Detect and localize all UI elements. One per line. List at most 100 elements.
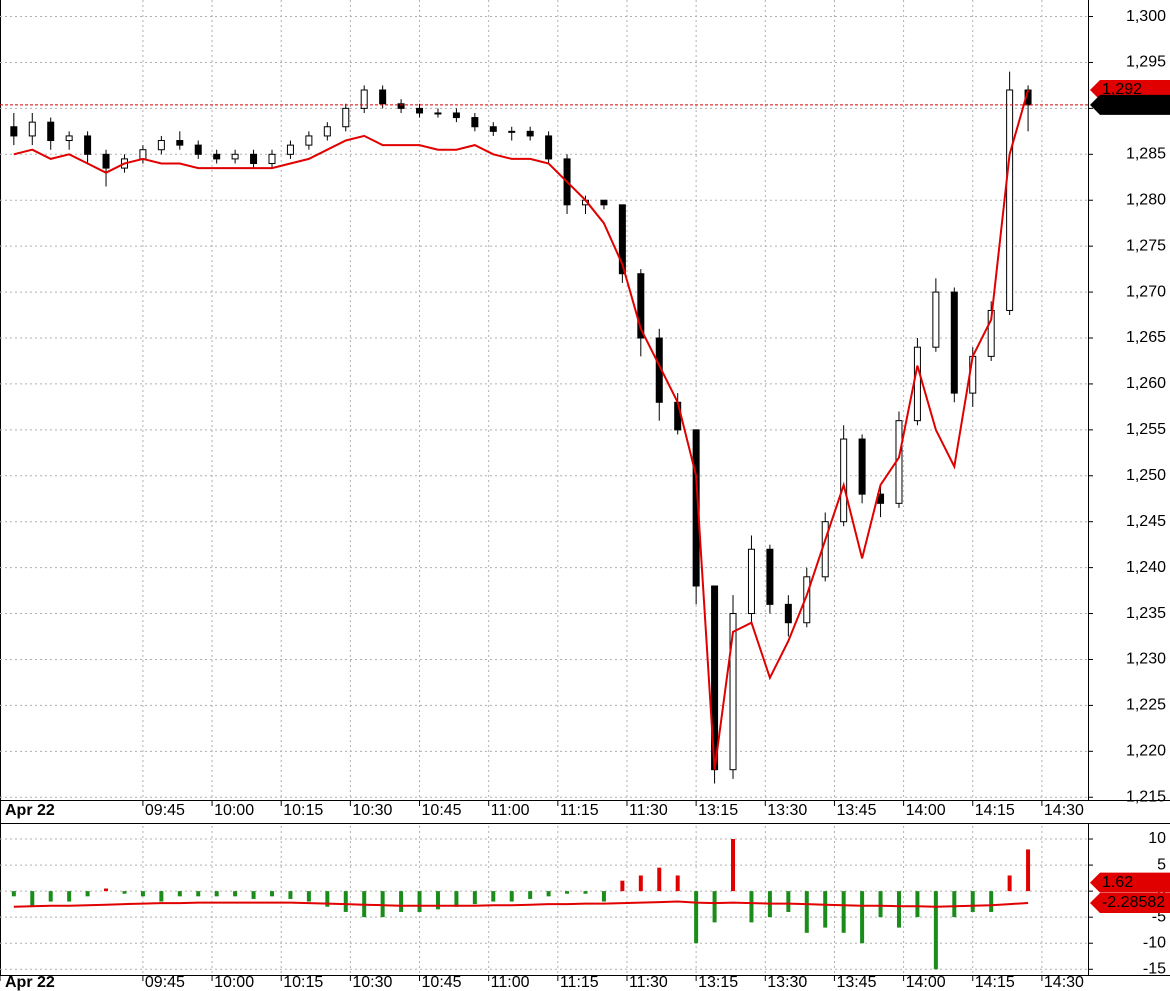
y-tick-label: 5: [1157, 856, 1166, 873]
candle-body: [47, 121, 55, 142]
candle-body: [213, 153, 221, 160]
price-tag: [1090, 872, 1170, 893]
bar: [85, 891, 90, 897]
x-tick-label: 10:00: [214, 802, 254, 819]
candle-body: [416, 107, 424, 114]
y-tick-label: 1,285: [1126, 146, 1166, 163]
candle-body: [1006, 89, 1014, 311]
x-tick-label: 13:30: [767, 974, 807, 991]
x-tick-label: 10:45: [422, 802, 462, 819]
candle-body: [932, 291, 940, 348]
candle-body: [102, 153, 110, 169]
bar: [915, 891, 920, 918]
candle-body: [452, 112, 460, 119]
bar: [731, 839, 736, 892]
y-tick-label: -15: [1143, 960, 1166, 977]
bar: [786, 891, 791, 912]
x-tick-label: 09:45: [145, 802, 185, 819]
x-tick-label: 14:30: [1044, 974, 1084, 991]
x-tick-label: 11:15: [560, 974, 599, 991]
bar: [251, 891, 256, 899]
candle-body: [434, 112, 442, 115]
bar: [841, 891, 846, 933]
bar: [472, 891, 477, 905]
candle-body: [176, 140, 184, 146]
x-tick-label: 14:00: [906, 802, 946, 819]
bar: [601, 891, 606, 902]
candle-body: [545, 135, 553, 160]
candle-body: [766, 548, 774, 605]
price-tag: [1090, 893, 1170, 914]
x-tick-label: Apr 22: [5, 974, 55, 991]
y-tick-label: -10: [1143, 934, 1166, 951]
bar: [509, 891, 514, 902]
x-tick-label: 13:15: [698, 974, 738, 991]
x-tick-label: 09:45: [145, 974, 185, 991]
x-tick-label: 14:15: [975, 802, 1015, 819]
bar: [583, 891, 588, 894]
candle-body: [618, 204, 626, 275]
overlay-line: [13, 89, 1030, 770]
x-tick-label: 10:30: [352, 802, 392, 819]
bar: [399, 891, 404, 912]
y-tick-label: 1,280: [1126, 191, 1166, 208]
y-tick-label: 1,250: [1126, 467, 1166, 484]
candle-body: [729, 613, 737, 771]
x-tick-label: 10:00: [214, 974, 254, 991]
bar: [380, 891, 385, 918]
y-tick-label: 1,220: [1126, 743, 1166, 760]
x-tick-label: 13:45: [836, 802, 876, 819]
bar: [620, 880, 625, 892]
bar: [878, 891, 883, 918]
candle-body: [471, 117, 479, 128]
x-tick-label: 11:30: [629, 802, 668, 819]
candle-body: [840, 438, 848, 523]
bar: [325, 891, 330, 907]
bar: [435, 891, 440, 910]
bar: [675, 875, 680, 892]
x-tick-label: 10:15: [283, 974, 323, 991]
candle-body: [950, 291, 958, 394]
x-tick-label: 11:30: [629, 974, 668, 991]
candle-body: [84, 135, 92, 155]
candle-body: [637, 273, 645, 339]
candle-body: [397, 103, 405, 109]
x-tick-label: 10:30: [352, 974, 392, 991]
candle-body: [858, 438, 866, 495]
candle-body: [323, 126, 331, 137]
price-tag-label: 1.62: [1102, 874, 1133, 891]
y-tick-label: 1,255: [1126, 421, 1166, 438]
y-tick-label: 1,295: [1126, 54, 1166, 71]
bar: [1007, 875, 1012, 892]
y-tick-label: 1,245: [1126, 513, 1166, 530]
bar: [896, 891, 901, 928]
bar: [196, 891, 201, 897]
x-tick-label: 10:15: [283, 802, 323, 819]
y-tick-label: 1,275: [1126, 237, 1166, 254]
bar: [823, 891, 828, 928]
x-tick-label: 13:45: [836, 974, 876, 991]
x-tick-label: 11:00: [491, 974, 530, 991]
candle-body: [250, 153, 258, 164]
bar: [48, 891, 53, 902]
candle-body: [803, 576, 811, 624]
bar: [989, 891, 994, 912]
bar: [67, 891, 72, 902]
bar: [749, 891, 754, 923]
candle-body: [231, 153, 239, 160]
candle-body: [342, 107, 350, 128]
y-tick-label: 1,265: [1126, 329, 1166, 346]
y-tick-label: 1,240: [1126, 559, 1166, 576]
price-tag: [1090, 94, 1170, 115]
candle-body: [65, 135, 73, 142]
bar: [159, 891, 164, 902]
bar: [694, 891, 699, 944]
bar: [933, 891, 938, 970]
bar: [214, 891, 219, 897]
bar: [270, 891, 274, 897]
bar: [30, 891, 35, 907]
candle-body: [674, 401, 682, 431]
candle-body: [360, 89, 368, 109]
